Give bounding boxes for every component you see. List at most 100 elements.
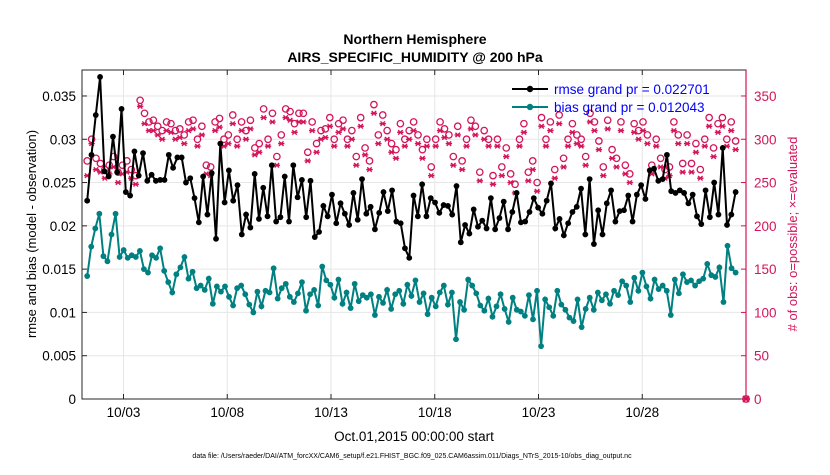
legend: rmse grand pr = 0.022701 bias grand pr =… — [512, 82, 710, 115]
obs-possible-point — [228, 111, 237, 119]
obs-evaluated-stroke — [265, 143, 271, 149]
bias-point — [274, 295, 281, 302]
obs-evaluated-point — [463, 143, 470, 149]
obs-possible-point — [462, 135, 471, 144]
obs-evaluated-point — [644, 140, 651, 147]
obs-evaluated-point — [600, 172, 607, 179]
obs-possible-point — [683, 131, 691, 139]
bias-point — [538, 343, 544, 350]
obs-evaluated-stroke — [419, 155, 426, 162]
obs-possible-point — [83, 157, 92, 165]
obs-evaluated-point — [714, 129, 722, 136]
obs-evaluated-stroke — [719, 123, 726, 130]
y-tick-label-left: 0 — [68, 392, 76, 407]
bias-point — [141, 266, 147, 273]
obs-evaluated-point — [388, 149, 395, 155]
obs-evaluated-stroke — [613, 164, 620, 170]
rmse-point — [625, 192, 632, 199]
bias-point — [367, 291, 374, 298]
obs-evaluated-point — [578, 143, 585, 149]
obs-possible-point — [546, 118, 555, 126]
x-tick-label: 10/23 — [522, 405, 556, 420]
bias-point — [481, 307, 488, 314]
obs-evaluated-stroke — [366, 166, 373, 173]
obs-possible-point — [259, 105, 268, 113]
rmse-point — [513, 190, 520, 196]
y-axis-label-right: # of obs: o=possible; ×=evaluated — [785, 137, 800, 332]
rmse-point — [92, 112, 99, 118]
obs-evaluated-stroke — [212, 127, 218, 134]
bias-point — [716, 264, 723, 271]
obs-evaluated-point — [705, 123, 713, 130]
obs-possible-point — [87, 135, 96, 144]
obs-possible-point — [453, 122, 462, 131]
rmse-point — [419, 181, 426, 188]
obs-evaluated-point — [361, 152, 369, 158]
obs-evaluated-stroke — [393, 155, 399, 162]
obs-evaluated-stroke — [684, 140, 690, 147]
rmse-point — [372, 226, 378, 233]
rmse-point — [101, 168, 108, 175]
obs-evaluated-point — [326, 123, 334, 130]
obs-possible-point — [383, 126, 391, 135]
obs-evaluated-point — [520, 129, 528, 136]
rmse-point — [475, 223, 481, 230]
rmse-point — [423, 213, 430, 220]
obs-possible-point — [330, 135, 339, 144]
rmse-point — [135, 172, 142, 179]
rmse-point — [440, 202, 447, 208]
bias-point — [688, 277, 694, 284]
obs-possible-point — [722, 135, 731, 144]
bias-point — [501, 306, 508, 312]
obs-evaluated-point — [529, 166, 536, 173]
bias-point — [84, 273, 91, 279]
obs-possible-point — [387, 139, 396, 148]
rmse-point — [225, 167, 232, 174]
bias-point — [189, 268, 196, 275]
obs-possible-point — [652, 135, 661, 144]
obs-possible-point — [418, 145, 427, 154]
obs-evaluated-stroke — [454, 132, 461, 138]
rmse-point — [114, 169, 121, 176]
rmse-point — [140, 150, 146, 157]
x-tick-label: 10/13 — [314, 405, 348, 420]
rmse-point — [651, 165, 657, 172]
obs-possible-point — [312, 139, 321, 148]
obs-evaluated-stroke — [137, 103, 143, 110]
obs-evaluated-point — [331, 143, 338, 149]
obs-evaluated-point — [551, 175, 558, 181]
bias-point — [88, 243, 95, 250]
obs-possible-point — [577, 135, 586, 144]
obs-evaluated-stroke — [243, 136, 249, 142]
obs-possible-point — [471, 122, 480, 131]
rmse-point — [380, 189, 387, 195]
series-layer — [83, 74, 750, 403]
obs-evaluated-stroke — [706, 123, 712, 130]
obs-evaluated-stroke — [194, 143, 201, 149]
obs-possible-point — [639, 118, 647, 126]
obs-evaluated-stroke — [547, 127, 554, 134]
bias-point — [449, 289, 455, 296]
bias-point — [173, 271, 180, 278]
rmse-point — [311, 234, 318, 240]
obs-possible-point — [489, 171, 497, 180]
rmse-point — [676, 187, 683, 194]
obs-evaluated-stroke — [159, 136, 165, 142]
bias-point — [485, 295, 492, 302]
rmse-point — [689, 191, 696, 198]
rmse-point — [320, 203, 327, 209]
bias-point — [590, 306, 597, 313]
rmse-point — [599, 231, 606, 238]
chart-title: Northern Hemisphere — [343, 31, 486, 47]
obs-evaluated-stroke — [230, 120, 236, 127]
bias-point — [213, 283, 220, 290]
rmse-point — [470, 206, 477, 213]
obs-evaluated-stroke — [503, 153, 509, 160]
rmse-point — [341, 210, 348, 217]
x-tick-label: 10/28 — [625, 405, 659, 420]
bias-point — [440, 282, 447, 289]
legend-rmse-marker — [526, 85, 534, 93]
y-tick-label-right: 250 — [754, 176, 777, 191]
obs-evaluated-stroke — [132, 181, 139, 188]
